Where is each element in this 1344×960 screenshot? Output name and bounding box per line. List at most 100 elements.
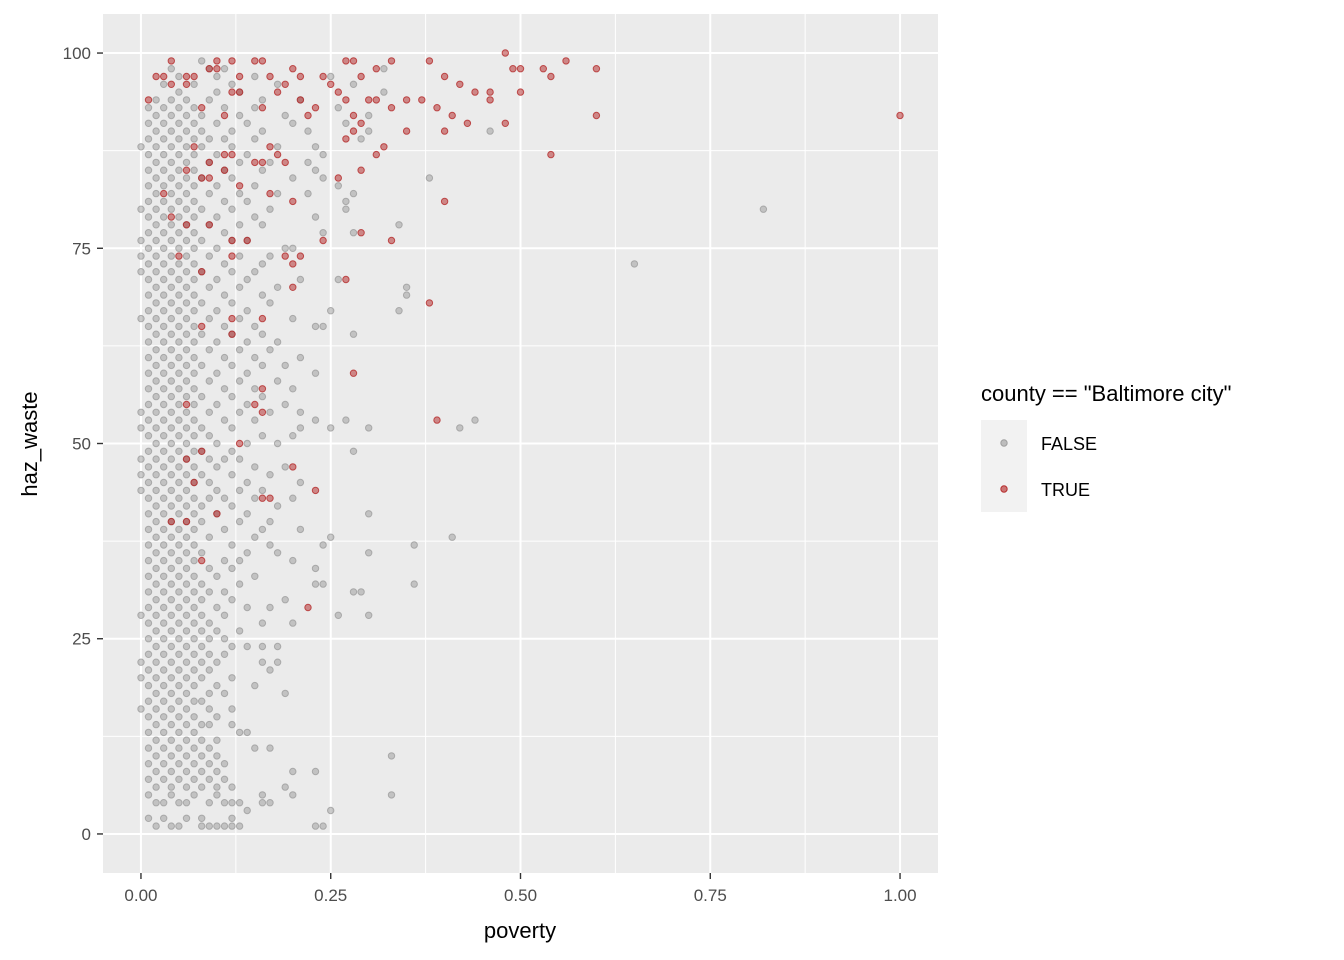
data-point-false — [273, 502, 282, 510]
data-point-false — [144, 463, 153, 471]
data-point-false — [152, 502, 160, 510]
data-point-false — [182, 346, 191, 354]
data-point-false — [349, 80, 358, 89]
data-point-false — [175, 572, 183, 580]
data-point-false — [311, 166, 320, 174]
data-point-false — [258, 525, 267, 534]
data-point-false — [220, 650, 229, 658]
data-point-false — [228, 502, 236, 510]
data-point-false — [167, 627, 176, 635]
data-point-true — [182, 455, 191, 463]
data-point-false — [152, 533, 160, 541]
data-point-false — [220, 322, 229, 331]
data-point-false — [190, 650, 198, 658]
data-point-false — [144, 775, 153, 783]
data-point-false — [160, 619, 168, 627]
data-point-false — [205, 252, 214, 260]
data-point-false — [198, 611, 206, 619]
data-point-true — [289, 65, 297, 73]
data-point-false — [334, 611, 342, 619]
data-point-false — [160, 681, 168, 690]
data-point-false — [182, 408, 191, 416]
data-point-false — [175, 799, 183, 807]
data-point-false — [167, 174, 176, 182]
data-point-false — [160, 369, 168, 377]
data-point-false — [228, 822, 236, 830]
data-point-false — [190, 635, 198, 643]
data-point-true — [251, 400, 259, 409]
data-point-false — [152, 783, 160, 791]
data-point-false — [205, 377, 214, 385]
data-point-false — [198, 299, 206, 307]
data-point-false — [160, 322, 168, 331]
data-point-false — [220, 494, 229, 502]
data-point-true — [547, 72, 555, 81]
data-point-false — [152, 658, 160, 666]
data-point-false — [167, 611, 176, 619]
data-point-false — [235, 799, 244, 807]
data-point-true — [304, 111, 312, 120]
data-point-false — [152, 408, 160, 416]
data-point-false — [144, 588, 153, 596]
data-point-false — [630, 260, 639, 268]
data-point-false — [198, 111, 206, 120]
data-point-true — [486, 88, 494, 96]
data-point-false — [152, 392, 160, 401]
data-point-true — [198, 556, 206, 565]
data-point-true — [296, 96, 305, 104]
data-point-false — [152, 205, 160, 213]
data-point-false — [235, 627, 244, 635]
data-point-false — [182, 627, 191, 635]
data-point-false — [289, 174, 297, 182]
data-point-false — [175, 478, 183, 487]
data-point-false — [175, 432, 183, 440]
data-point-false — [167, 408, 176, 416]
data-point-false — [198, 642, 206, 651]
data-point-false — [144, 385, 153, 393]
data-point-false — [160, 213, 168, 221]
data-point-true — [509, 65, 517, 73]
data-point-false — [213, 275, 221, 284]
data-point-false — [220, 65, 229, 73]
data-point-false — [190, 775, 198, 783]
data-point-false — [213, 603, 221, 612]
data-point-false — [258, 260, 267, 268]
data-point-false — [357, 588, 365, 596]
data-point-true — [433, 416, 441, 424]
data-point-false — [213, 572, 221, 580]
data-point-true — [342, 275, 350, 284]
data-point-false — [327, 72, 335, 81]
data-point-true — [273, 88, 282, 96]
data-point-true — [198, 268, 206, 276]
data-point-false — [258, 791, 267, 799]
data-point-false — [137, 236, 145, 245]
data-point-true — [235, 88, 244, 96]
data-point-false — [175, 447, 183, 455]
data-point-false — [160, 338, 168, 346]
data-point-false — [167, 767, 176, 776]
x-tick-label: 0.25 — [314, 886, 347, 905]
data-point-true — [160, 189, 168, 198]
legend-key-false-point — [1000, 439, 1008, 447]
data-point-false — [273, 642, 282, 651]
data-point-false — [182, 439, 191, 448]
data-point-false — [198, 424, 206, 432]
data-point-true — [289, 283, 297, 291]
x-tick-label: 0.00 — [124, 886, 157, 905]
data-point-false — [152, 236, 160, 245]
data-point-false — [175, 119, 183, 128]
data-point-true — [235, 182, 244, 190]
data-point-false — [190, 291, 198, 299]
data-point-false — [235, 408, 244, 416]
data-point-false — [160, 494, 168, 502]
data-point-false — [235, 728, 244, 737]
data-point-false — [167, 377, 176, 385]
data-point-false — [273, 189, 282, 198]
data-points — [137, 49, 904, 830]
y-tick-label: 75 — [72, 239, 91, 258]
data-point-false — [160, 775, 168, 783]
data-point-false — [266, 158, 274, 167]
data-point-true — [220, 150, 229, 159]
data-point-false — [167, 720, 176, 729]
data-point-false — [289, 619, 297, 627]
